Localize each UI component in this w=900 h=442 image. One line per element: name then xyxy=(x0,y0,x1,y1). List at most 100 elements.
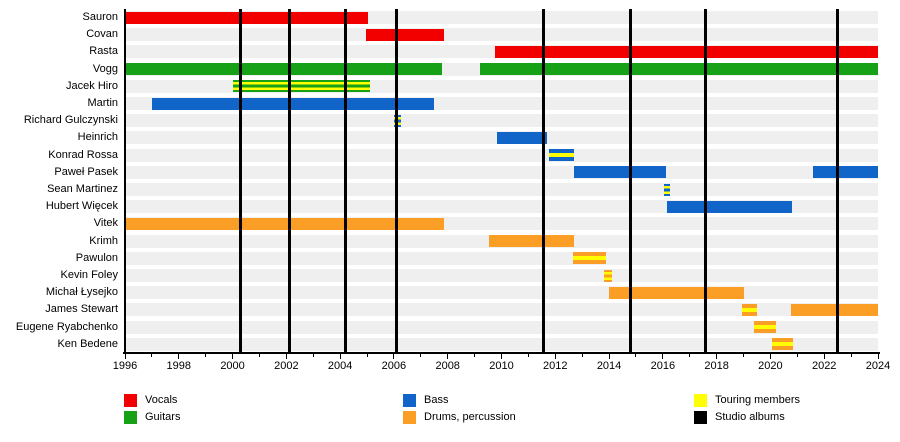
member-label-sauron: Sauron xyxy=(82,11,118,23)
axis-tick xyxy=(178,353,180,359)
axis-tick xyxy=(258,353,260,357)
member-bar-krimh xyxy=(489,235,575,248)
row-band-pawulon xyxy=(125,251,878,265)
row-band-micha-ysejko xyxy=(125,286,878,300)
member-label-jacek-hiro: Jacek Hiro xyxy=(66,79,118,92)
axis-tick-label: 2004 xyxy=(327,360,353,372)
member-label-vitek: Vitek xyxy=(93,217,118,230)
studio-album-line xyxy=(836,9,840,353)
axis-tick-label: 1998 xyxy=(166,360,192,372)
legend-label-touring-members: Touring members xyxy=(715,394,800,406)
row-band-covan xyxy=(125,28,878,42)
member-bar-james-stewart xyxy=(742,303,757,316)
row-band-pawe-pasek xyxy=(125,165,878,179)
axis-tick xyxy=(581,353,583,357)
member-bar-kevin-foley xyxy=(603,269,612,282)
legend-swatch-studio-albums xyxy=(694,411,707,424)
member-bar-covan xyxy=(365,28,444,41)
axis-tick-label: 2010 xyxy=(489,360,514,372)
member-bar-sauron xyxy=(125,11,369,24)
studio-album-line xyxy=(395,9,399,353)
member-label-martin: Martin xyxy=(87,97,118,109)
legend-swatch-vocals xyxy=(124,394,137,407)
row-band-kevin-foley xyxy=(125,269,878,282)
member-label-rasta: Rasta xyxy=(89,45,118,58)
member-bar-eugene-ryabchenko xyxy=(754,321,776,334)
member-bar-james-stewart xyxy=(790,303,878,316)
legend-swatch-touring-members xyxy=(694,394,707,407)
row-band-sean-martinez xyxy=(125,183,878,196)
axis-tick xyxy=(662,353,664,359)
row-band-ken-bedene xyxy=(125,337,878,351)
axis-tick xyxy=(339,353,341,359)
member-bar-sean-martinez xyxy=(664,183,670,196)
axis-tick xyxy=(285,353,287,359)
axis-tick xyxy=(635,353,637,357)
axis-tick xyxy=(850,353,852,357)
axis-tick xyxy=(689,353,691,357)
axis-tick-label: 1996 xyxy=(112,360,138,372)
axis-tick-label: 2014 xyxy=(596,360,622,372)
legend-swatch-drums-percussion xyxy=(403,411,416,424)
legend-label-guitars: Guitars xyxy=(145,411,181,423)
member-label-ken-bedene: Ken Bedene xyxy=(57,337,118,350)
axis-tick xyxy=(420,353,422,357)
axis-tick xyxy=(312,353,314,357)
member-bar-heinrich xyxy=(497,131,548,144)
member-label-kevin-foley: Kevin Foley xyxy=(60,269,118,281)
axis-tick xyxy=(554,353,556,359)
studio-album-line xyxy=(239,9,243,353)
axis-tick xyxy=(447,353,449,359)
studio-album-line xyxy=(287,9,291,353)
member-bar-micha-ysejko xyxy=(609,286,744,299)
legend-swatch-guitars xyxy=(124,411,137,424)
row-band-richard-gulczynski xyxy=(125,114,878,128)
axis-tick-label: 2024 xyxy=(865,360,891,372)
member-label-james-stewart: James Stewart xyxy=(45,303,118,316)
member-bar-vogg xyxy=(125,63,443,76)
member-bar-pawe-pasek xyxy=(574,166,666,179)
axis-tick xyxy=(743,353,745,357)
axis-tick xyxy=(823,353,825,359)
axis-tick xyxy=(527,353,529,357)
axis-tick-label: 2020 xyxy=(758,360,783,372)
axis-tick xyxy=(877,353,879,359)
member-label-heinrich: Heinrich xyxy=(77,131,118,144)
member-bar-hubert-wi-cek xyxy=(666,200,792,213)
axis-tick xyxy=(393,353,395,359)
axis-tick xyxy=(151,353,153,357)
axis-tick xyxy=(769,353,771,359)
axis-tick-label: 2008 xyxy=(435,360,460,372)
axis-tick-label: 2002 xyxy=(274,360,299,372)
legend-label-bass: Bass xyxy=(424,394,449,406)
axis-tick-label: 2000 xyxy=(220,360,245,372)
member-label-eugene-ryabchenko: Eugene Ryabchenko xyxy=(15,320,118,333)
legend-label-drums-percussion: Drums, percussion xyxy=(424,411,516,423)
studio-album-line xyxy=(541,9,545,353)
member-label-krimh: Krimh xyxy=(89,234,118,247)
axis-tick xyxy=(796,353,798,357)
member-bar-jacek-hiro xyxy=(232,80,370,93)
axis-tick xyxy=(716,353,718,359)
member-label-pawe-pasek: Paweł Pasek xyxy=(54,165,118,178)
axis-tick xyxy=(205,353,207,357)
axis-tick-label: 2006 xyxy=(381,360,407,372)
member-label-sean-martinez: Sean Martinez xyxy=(47,183,118,195)
member-label-konrad-rossa: Konrad Rossa xyxy=(48,148,118,161)
member-label-covan: Covan xyxy=(86,28,118,41)
row-band-konrad-rossa xyxy=(125,148,878,162)
y-axis-line xyxy=(124,9,126,354)
legend-label-vocals: Vocals xyxy=(145,394,178,406)
member-bar-vitek xyxy=(125,217,444,230)
axis-tick xyxy=(124,353,126,359)
member-bar-konrad-rossa xyxy=(548,149,575,162)
axis-tick xyxy=(366,353,368,357)
member-label-vogg: Vogg xyxy=(92,62,118,75)
axis-tick xyxy=(501,353,502,359)
axis-tick-label: 2012 xyxy=(543,360,568,372)
axis-tick xyxy=(474,353,476,357)
studio-album-line xyxy=(704,9,708,353)
member-label-richard-gulczynski: Richard Gulczynski xyxy=(23,114,118,127)
member-bar-rasta xyxy=(494,45,878,58)
